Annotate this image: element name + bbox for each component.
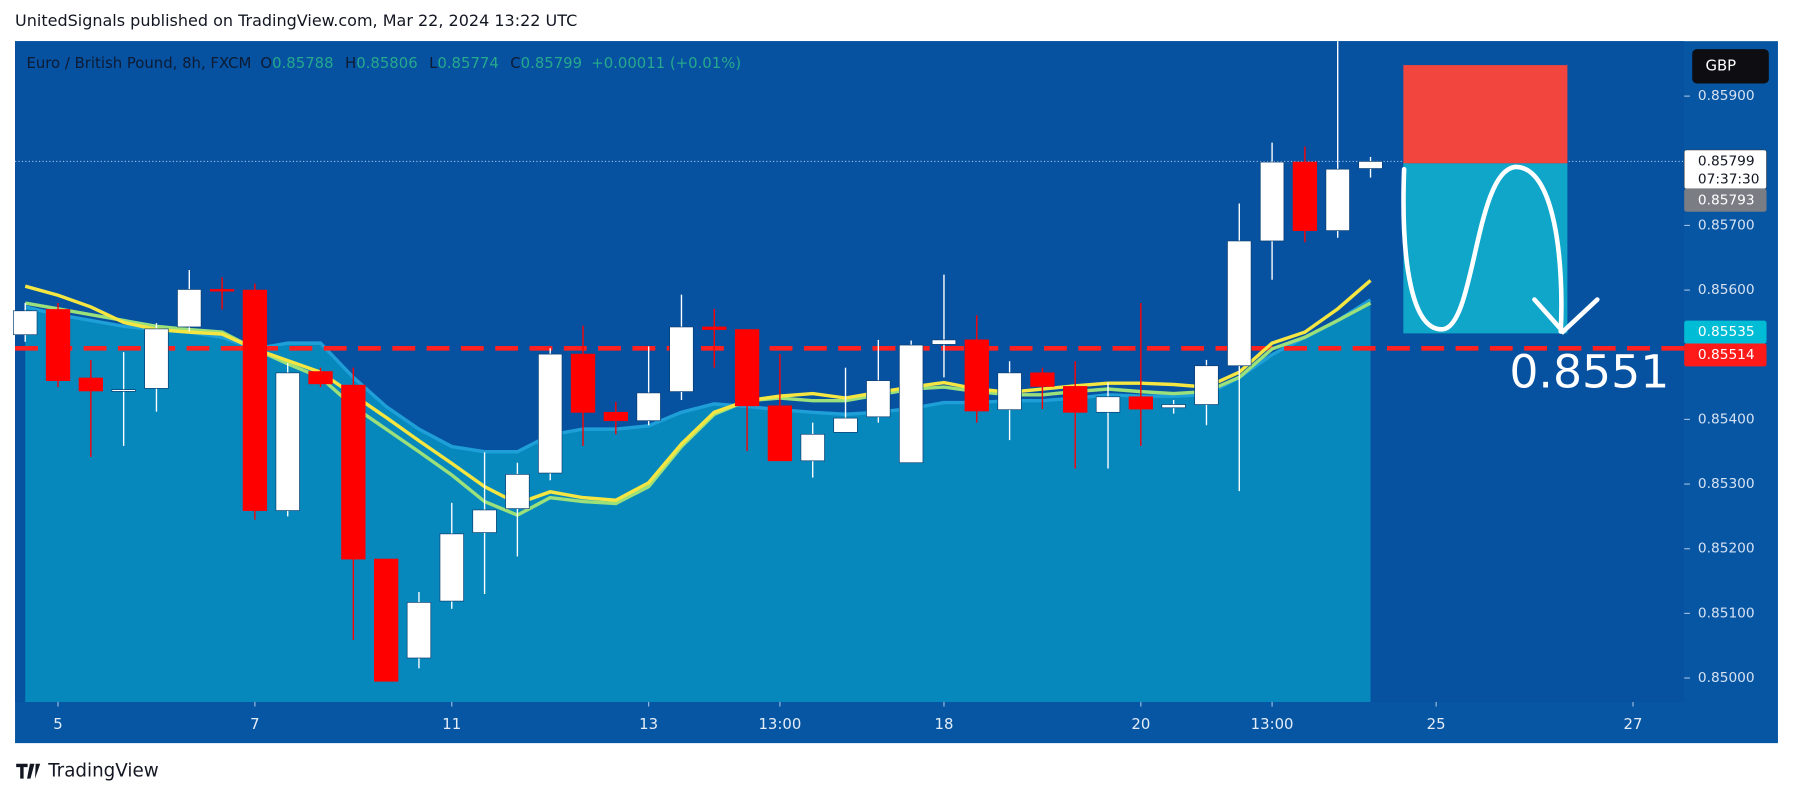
candle-body xyxy=(636,392,661,422)
candle-body xyxy=(570,353,596,413)
candle-body xyxy=(866,380,891,418)
stop-zone xyxy=(1403,65,1568,164)
drawn-curve xyxy=(1401,164,1564,334)
candle-body xyxy=(78,377,103,392)
candle-body xyxy=(669,326,694,392)
x-tick-label: 27 xyxy=(1624,715,1643,733)
candle-body xyxy=(1358,161,1383,169)
y-tick-label: 0.85700 xyxy=(1698,217,1755,233)
candle-body xyxy=(1063,386,1088,413)
x-tick-label: 13 xyxy=(639,715,658,733)
candle-body xyxy=(931,339,957,345)
legend-key: O xyxy=(260,54,272,72)
x-tick-label: 18 xyxy=(935,715,954,733)
y-tick-label: 0.85300 xyxy=(1698,476,1755,492)
candle-body xyxy=(1095,396,1121,413)
logo xyxy=(16,763,41,779)
candle-body xyxy=(341,384,366,560)
candle-body xyxy=(242,289,268,511)
candle-body xyxy=(209,289,235,292)
candle-body xyxy=(275,372,300,511)
y-tick-label: 0.85600 xyxy=(1698,282,1755,298)
price-tag-label: 0.85793 xyxy=(1698,192,1755,208)
candle-body xyxy=(964,339,989,412)
candle-body xyxy=(472,509,497,533)
candle-body xyxy=(45,309,71,381)
candle-body xyxy=(1259,161,1285,242)
footer: TradingView xyxy=(47,761,159,782)
candle-body xyxy=(997,372,1022,411)
candle-body xyxy=(1030,372,1055,387)
price-tag-label: 0.85514 xyxy=(1698,347,1755,363)
publisher: UnitedSignals published on TradingView.c… xyxy=(15,11,577,30)
candle-body xyxy=(505,474,530,509)
candle-body xyxy=(833,417,858,433)
candle-body xyxy=(111,389,136,392)
x-tick-label: 13:00 xyxy=(758,715,801,733)
candle-body xyxy=(373,558,399,682)
candle-body xyxy=(439,533,464,602)
candle-body xyxy=(734,329,760,407)
candle-body xyxy=(406,602,432,659)
candle-body xyxy=(1161,404,1186,409)
price-tag-label: 0.85535 xyxy=(1698,324,1755,340)
y-tick-label: 0.85000 xyxy=(1698,670,1755,686)
candle-body xyxy=(702,326,727,330)
legend-value: 0.85799 xyxy=(521,54,582,72)
legend-key: L xyxy=(429,54,438,72)
candle-body xyxy=(13,310,38,336)
candle-body xyxy=(144,328,169,389)
x-tick-label: 20 xyxy=(1131,715,1150,733)
price-tag xyxy=(1684,343,1767,367)
currency[interactable]: GBP xyxy=(1705,56,1736,74)
candle-body xyxy=(800,433,825,462)
y-tick-label: 0.85200 xyxy=(1698,541,1755,557)
candle-body xyxy=(1227,240,1252,367)
x-tick-label: 25 xyxy=(1427,715,1446,733)
x-tick-label: 7 xyxy=(250,715,259,733)
legend-change: +0.00011 (+0.01%) xyxy=(591,54,741,72)
candle-body xyxy=(308,371,333,385)
y-tick-label: 0.85100 xyxy=(1698,605,1755,621)
legend-value: 0.85806 xyxy=(356,54,417,72)
legend-key: H xyxy=(345,54,356,72)
y-tick-label: 0.85400 xyxy=(1698,411,1755,427)
legend-value: 0.85774 xyxy=(437,54,498,72)
candle-body xyxy=(177,289,202,328)
plot-layer: 0.85000 0.85100 0.85200 0.85300 0.85400 0.856… xyxy=(13,41,1767,733)
candle-body xyxy=(1325,168,1350,231)
legend-key: C xyxy=(510,54,520,72)
legend: Euro / British Pound, 8h, FXCM O0.85788 H0… xyxy=(26,54,741,72)
candle-body xyxy=(1128,396,1153,410)
x-tick-label: 11 xyxy=(442,715,461,733)
legend-title: Euro / British Pound, 8h, FXCM xyxy=(26,54,251,72)
candle-body xyxy=(1194,365,1219,405)
candle-body xyxy=(898,344,924,464)
candle-body xyxy=(1292,161,1318,231)
currency-button[interactable] xyxy=(1692,49,1769,84)
x-tick-label: 13:00 xyxy=(1251,715,1294,733)
y-tick-label: 0.85900 xyxy=(1698,88,1755,104)
legend-value: 0.85788 xyxy=(272,54,333,72)
annotation: 0.8551 xyxy=(1509,345,1669,398)
countdown: 07:37:30 xyxy=(1698,172,1760,188)
price-tag xyxy=(1684,320,1767,344)
candle-body xyxy=(538,353,563,474)
drawn-arrow xyxy=(1532,297,1600,335)
candle-body xyxy=(603,411,628,422)
price-tag-label: 0.85799 xyxy=(1698,153,1755,169)
price-tag xyxy=(1684,188,1767,212)
x-tick-label: 5 xyxy=(53,715,62,733)
candle-body xyxy=(767,405,793,462)
